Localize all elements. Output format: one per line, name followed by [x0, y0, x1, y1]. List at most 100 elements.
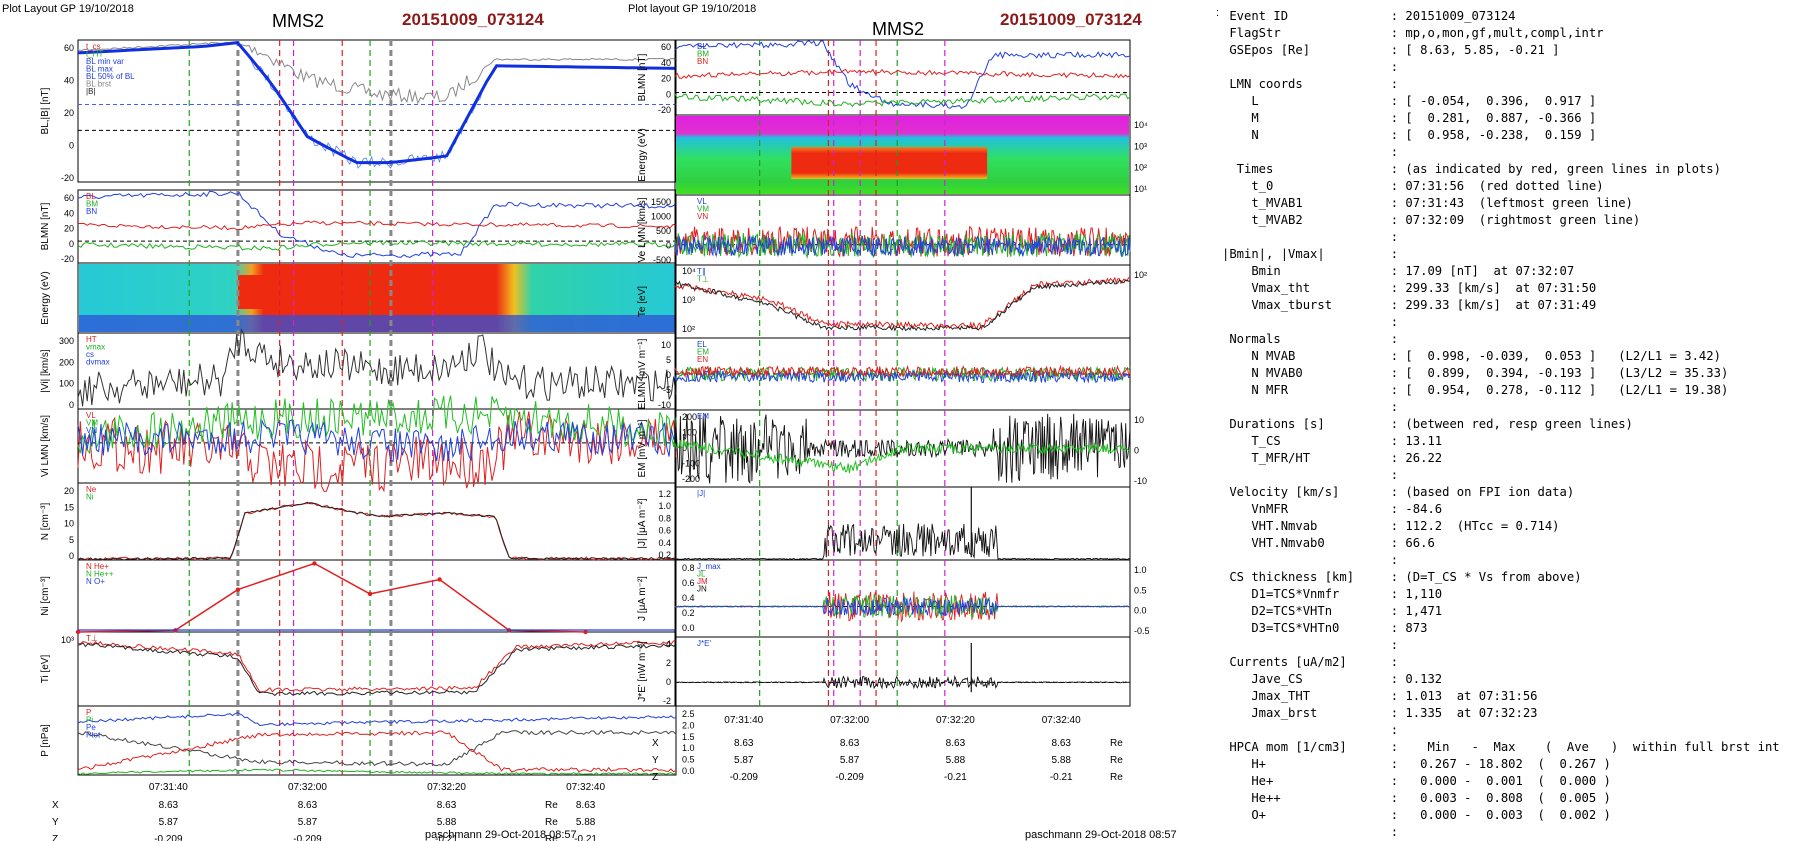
left-panel-ylabel: BL,|B| [nT] [40, 87, 51, 134]
summary-line: He+ : 0.000 - 0.001 ( 0.000 ) [1222, 774, 1611, 788]
left-he-plus-plus-point [583, 629, 588, 635]
mid-spacecraft-title: MMS2 [872, 19, 924, 39]
mid-legend-entry: J_max [697, 562, 721, 571]
mid-el-series [674, 368, 1131, 384]
left-panel-tick: 0 [69, 239, 74, 249]
mid-panel-tick: 0 [666, 241, 671, 251]
summary-line: D2=TCS*VHTn : 1,471 [1222, 604, 1443, 618]
mid-en-series [674, 364, 1131, 379]
mid-time-tick: 07:32:20 [936, 715, 975, 726]
event-summary-table: Event ID : 20151009_073124 FlagStr : mp,… [1222, 8, 1797, 838]
mid-legend-entry: EM [697, 412, 709, 421]
mid-ephemeris-label: X [652, 738, 659, 749]
left-panel-tick: 20 [64, 486, 74, 496]
left-panel-right-tick: 0.0 [682, 623, 695, 633]
mid-te-par-series [674, 276, 1131, 331]
left-legend-entry: VN [86, 426, 97, 435]
left-panel-tick: 60 [64, 43, 74, 53]
mid-panel-ylabel: |J| [μA m⁻²] [637, 498, 648, 548]
left-panel-ylabel: Ti [eV] [40, 655, 51, 684]
left-panel-frame [77, 559, 677, 633]
mid-ephemeris-value: 5.87 [734, 755, 754, 766]
mid-panel-tick: 0.6 [658, 526, 671, 536]
left-pi-series [77, 730, 677, 773]
left-ephemeris-value: 5.88 [576, 817, 596, 828]
left-panel-frame [77, 482, 677, 561]
left-ephemeris-unit: Re [545, 834, 558, 841]
left-legend-entry: BL 50% of BL [86, 72, 135, 81]
left-ephemeris-value: -0.21 [574, 834, 597, 841]
left-spectrogram-core [237, 275, 489, 309]
left-panel-right-tick: 0.0 [682, 766, 695, 776]
summary-line: LMN coords : [1222, 77, 1399, 91]
mid-ephemeris-value: -0.209 [835, 772, 864, 783]
left-panel-ylabel: Ni [cm⁻³] [40, 576, 51, 616]
mid-panel-tick: 1.2 [658, 489, 671, 499]
summary-line: N MVAB : [ 0.998, -0.039, 0.053 ] (L2/L1… [1222, 349, 1721, 363]
summary-line: : [1222, 723, 1399, 737]
left-panel-right-tick: 0.5 [682, 755, 695, 765]
left-panel-right-tick: 0 [682, 443, 687, 453]
summary-line: Bmin : 17.09 [nT] at 07:32:07 [1222, 264, 1575, 278]
left-vi-magnitude-series [77, 328, 677, 407]
mid-ephemeris-unit: Re [1110, 738, 1123, 749]
summary-line: VnMFR : -84.6 [1222, 502, 1443, 516]
summary-line: T_MFR/HT : 26.22 [1222, 451, 1443, 465]
mid-ephemeris-value: 5.88 [1051, 755, 1071, 766]
left-legend-entry: BL min var [86, 57, 124, 66]
left-legend-entry: |B| [86, 87, 96, 96]
left-bl-brst-series [77, 42, 677, 169]
left-panel-ylabel: |Vi| [km/s] [40, 349, 51, 393]
summary-line: Vmax_tht : 299.33 [km/s] at 07:31:50 [1222, 281, 1597, 295]
left-panel-tick: 0 [69, 141, 74, 151]
summary-line: Normals : [1222, 332, 1399, 346]
summary-line: : [1222, 638, 1399, 652]
left-ephemeris-value: -0.209 [154, 834, 183, 841]
left-legend-entry: T⊥ [86, 634, 98, 643]
left-panel-tick: 40 [64, 76, 74, 86]
summary-line: N MFR : [ 0.954, 0.278, -0.112 ] (L2/L1 … [1222, 383, 1729, 397]
mid-vn-series [674, 235, 1131, 258]
mid-ephemeris-value: 5.87 [840, 755, 860, 766]
mid-panel-right-tick: 1.0 [1134, 565, 1147, 575]
mid-legend-entry: |J| [697, 489, 705, 498]
left-panel-ylabel: N [cm⁻³] [40, 503, 51, 541]
left-he-plus-plus-point [75, 629, 81, 635]
left-panel-right-tick: 2.0 [682, 720, 695, 730]
left-panel-tick: 10³ [61, 635, 74, 645]
left-footer: paschmann 29-Oct-2018 08:57 [425, 829, 577, 841]
left-legend-entry: P [86, 708, 91, 717]
mid-panel-right-tick: 0.5 [1134, 585, 1147, 595]
mid-panel-right-tick: 10 [1134, 415, 1144, 425]
mid-legend-entry: BN [697, 57, 708, 66]
mid-legend-entry: JM [697, 577, 708, 586]
left-panel-right-tick: 0.6 [682, 578, 695, 588]
summary-line: t_MVAB2 : 07:32:09 (rightmost green line… [1222, 213, 1641, 227]
left-ni-series [77, 501, 677, 561]
mid-panel-tick: 4 [666, 639, 671, 649]
left-ephemeris-label: Y [52, 817, 59, 828]
left-panel-tick: 20 [64, 108, 74, 118]
summary-line: : [1222, 400, 1399, 414]
left-panel-tick: 40 [64, 208, 74, 218]
left-bl-series [77, 41, 677, 165]
mid-legend-entry: VL [697, 197, 707, 206]
summary-line: VHT.Nmvab : 112.2 (HTcc = 0.714) [1222, 519, 1560, 533]
left-legend-entry: VM [86, 419, 98, 428]
mid-panel-ylabel: Ve LMN [km/s] [637, 197, 648, 262]
mid-spectrogram-core [791, 147, 988, 179]
summary-line: T_CS : 13.11 [1222, 434, 1443, 448]
mid-legend-entry: BL [697, 42, 707, 51]
left-panel-tick: 15 [64, 502, 74, 512]
mid-panel-right-tick: 0.0 [1134, 606, 1147, 616]
left-panel-ylabel: Energy (eV) [40, 271, 51, 324]
left-panel-tick: 10 [64, 519, 74, 529]
left-vl-series [77, 418, 677, 462]
mid-panel-right-tick: 0 [1134, 446, 1139, 456]
left-panel-tick: 300 [59, 336, 74, 346]
left-legend-entry: Ptot [86, 731, 101, 740]
left-legend-entry: Pi [86, 716, 93, 725]
mid-legend-entry: EL [697, 340, 707, 349]
left-he-plus-plus-point [235, 587, 241, 592]
mid-panel-tick: -10 [658, 400, 671, 410]
